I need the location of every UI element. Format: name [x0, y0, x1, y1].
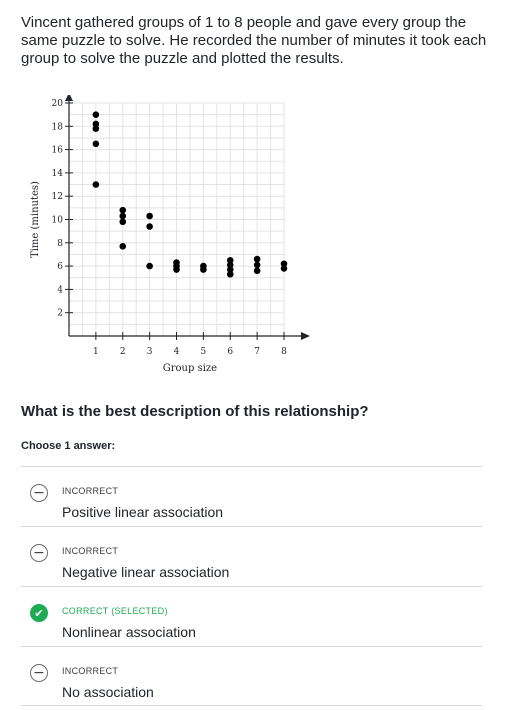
minus-circle-icon: −	[30, 544, 48, 562]
y-tick-label: 4	[57, 285, 63, 295]
choice-positive-linear[interactable]: − INCORRECT Positive linear association	[21, 466, 482, 526]
data-point	[253, 255, 261, 263]
question-text: What is the best description of this rel…	[21, 403, 369, 420]
choice-label: Positive linear association	[62, 504, 224, 520]
data-point	[119, 218, 127, 226]
choice-status: INCORRECT	[62, 666, 119, 676]
y-axis-label: Time (minutes)	[30, 181, 41, 258]
data-point	[226, 266, 234, 273]
choose-label: Choose 1 answer:	[21, 440, 116, 452]
data-point	[119, 206, 127, 214]
choice-status: INCORRECT	[62, 486, 119, 496]
data-point	[253, 267, 261, 275]
data-point	[92, 111, 100, 118]
x-axis-label: Group size	[163, 363, 217, 374]
x-tick-label: 8	[281, 347, 287, 357]
checkmark-circle-icon: ✔	[30, 604, 48, 622]
x-tick-label: 5	[201, 347, 207, 357]
data-point	[146, 262, 153, 270]
choice-no-association[interactable]: − INCORRECT No association	[21, 646, 482, 706]
choice-status: INCORRECT	[62, 546, 119, 556]
x-tick-label: 3	[147, 347, 153, 357]
x-tick-label: 2	[120, 347, 126, 357]
choice-status: CORRECT (SELECTED)	[62, 606, 168, 616]
data-point	[92, 140, 100, 148]
data-point	[92, 125, 100, 132]
choice-label: Nonlinear association	[62, 624, 196, 640]
x-tick-label: 4	[174, 347, 180, 357]
scatter-plot: 1 2 3 4 5 6 7 8 2 4 6 8 10 12 14 16 18 20 Group size Time (…	[0, 93, 330, 390]
answer-choices: − INCORRECT Positive linear association …	[21, 466, 482, 706]
data-point	[92, 181, 100, 188]
x-tick-label: 6	[227, 347, 233, 357]
data-point	[200, 266, 207, 273]
problem-statement: Vincent gathered groups of 1 to 8 people…	[21, 14, 487, 67]
y-axis-arrow	[65, 93, 73, 101]
data-point	[226, 261, 234, 269]
data-point	[92, 120, 100, 128]
x-tick-label: 7	[254, 347, 260, 357]
minus-circle-icon: −	[30, 484, 48, 502]
data-point	[226, 270, 234, 278]
data-point	[119, 212, 127, 220]
data-point	[173, 266, 180, 273]
y-tick-label: 20	[52, 99, 64, 109]
data-point	[146, 223, 153, 230]
x-axis-arrow	[301, 332, 310, 340]
y-tick-label: 2	[57, 309, 63, 319]
data-point	[226, 256, 234, 264]
y-tick-label: 18	[52, 122, 64, 132]
data-point	[280, 265, 288, 272]
minus-circle-icon: −	[30, 664, 48, 682]
y-tick-label: 14	[52, 169, 64, 179]
data-point	[253, 261, 261, 269]
y-tick-label: 12	[52, 192, 63, 202]
choice-negative-linear[interactable]: − INCORRECT Negative linear association	[21, 526, 482, 586]
choice-label: Negative linear association	[62, 564, 230, 580]
y-tick-label: 16	[52, 146, 64, 156]
data-point	[146, 212, 153, 220]
x-tick-label: 1	[93, 347, 99, 357]
choice-nonlinear[interactable]: ✔ CORRECT (SELECTED) Nonlinear associati…	[21, 586, 482, 646]
data-point	[119, 242, 127, 250]
y-tick-label: 8	[57, 239, 63, 249]
y-tick-label: 10	[52, 216, 64, 226]
choice-label: No association	[62, 684, 154, 700]
data-point	[280, 260, 288, 268]
y-tick-label: 6	[57, 262, 63, 272]
